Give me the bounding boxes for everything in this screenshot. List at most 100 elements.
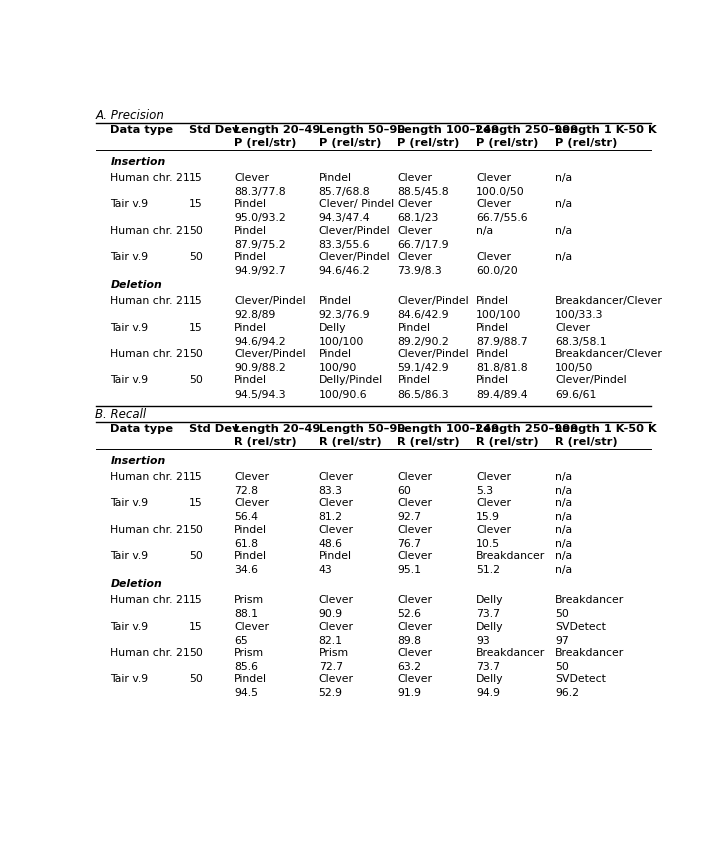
Text: Clever/ Pindel: Clever/ Pindel [319,199,393,209]
Text: Clever: Clever [476,498,511,508]
Text: SVDetect: SVDetect [555,621,605,632]
Text: 61.8: 61.8 [234,539,258,548]
Text: 48.6: 48.6 [319,539,343,548]
Text: 95.1: 95.1 [397,565,421,575]
Text: Pindel: Pindel [234,252,267,262]
Text: 15: 15 [189,322,203,333]
Text: n/a: n/a [555,173,572,183]
Text: R (rel/str): R (rel/str) [234,437,297,446]
Text: Deletion: Deletion [110,280,162,291]
Text: Clever: Clever [397,199,433,209]
Text: n/a: n/a [555,471,572,482]
Text: P (rel/str): P (rel/str) [476,138,539,147]
Text: 87.9/75.2: 87.9/75.2 [234,240,286,249]
Text: Clever: Clever [234,173,269,183]
Text: Prism: Prism [234,648,264,658]
Text: Prism: Prism [234,595,264,605]
Text: Length 100–249: Length 100–249 [397,424,499,434]
Text: Clever: Clever [397,173,433,183]
Text: Clever: Clever [319,595,354,605]
Text: 50: 50 [189,225,203,236]
Text: Clever: Clever [476,173,511,183]
Text: 94.3/47.4: 94.3/47.4 [319,213,370,224]
Text: Tair v.9: Tair v.9 [110,199,149,209]
Text: Human chr. 21: Human chr. 21 [110,225,190,236]
Text: Human chr. 21: Human chr. 21 [110,173,190,183]
Text: 88.5/45.8: 88.5/45.8 [397,187,449,197]
Text: Clever: Clever [476,524,511,535]
Text: 65: 65 [234,636,248,645]
Text: 85.7/68.8: 85.7/68.8 [319,187,370,197]
Text: Delly: Delly [476,621,504,632]
Text: Pindel: Pindel [234,551,267,560]
Text: 68.1/23: 68.1/23 [397,213,439,224]
Text: 95.0/93.2: 95.0/93.2 [234,213,286,224]
Text: Breakdancer: Breakdancer [476,648,545,658]
Text: Clever: Clever [319,674,354,684]
Text: Clever: Clever [234,471,269,482]
Text: 76.7: 76.7 [397,539,421,548]
Text: 63.2: 63.2 [397,662,421,672]
Text: n/a: n/a [555,498,572,508]
Text: n/a: n/a [555,486,572,496]
Text: Clever/Pindel: Clever/Pindel [319,225,391,236]
Text: A. Precision: A. Precision [95,109,164,122]
Text: Clever: Clever [397,252,433,262]
Text: n/a: n/a [555,539,572,548]
Text: Pindel: Pindel [234,674,267,684]
Text: 50: 50 [189,674,203,684]
Text: Insertion: Insertion [110,456,166,466]
Text: 94.5/94.3: 94.5/94.3 [234,390,286,399]
Text: Pindel: Pindel [397,322,431,333]
Text: 50: 50 [189,252,203,262]
Text: Human chr. 21: Human chr. 21 [110,648,190,658]
Text: B. Recall: B. Recall [95,408,147,421]
Text: Breakdancer/Clever: Breakdancer/Clever [555,297,663,306]
Text: 92.3/76.9: 92.3/76.9 [319,310,370,321]
Text: 50: 50 [189,349,203,359]
Text: n/a: n/a [555,252,572,262]
Text: Breakdancer: Breakdancer [476,551,545,560]
Text: 15: 15 [189,199,203,209]
Text: n/a: n/a [555,524,572,535]
Text: R (rel/str): R (rel/str) [397,437,460,446]
Text: 91.9: 91.9 [397,688,421,698]
Text: P (rel/str): P (rel/str) [397,138,460,147]
Text: 68.3/58.1: 68.3/58.1 [555,337,606,347]
Text: Clever: Clever [397,225,433,236]
Text: 15: 15 [189,595,203,605]
Text: 50: 50 [189,551,203,560]
Text: Clever: Clever [397,498,433,508]
Text: Pindel: Pindel [476,297,509,306]
Text: Length 20–49: Length 20–49 [234,424,321,434]
Text: 51.2: 51.2 [476,565,500,575]
Text: Std Dev: Std Dev [189,424,240,434]
Text: 73.7: 73.7 [476,662,500,672]
Text: P (rel/str): P (rel/str) [319,138,381,147]
Text: Pindel: Pindel [319,551,351,560]
Text: Tair v.9: Tair v.9 [110,551,149,560]
Text: 97: 97 [555,636,568,645]
Text: Pindel: Pindel [397,375,431,386]
Text: 56.4: 56.4 [234,512,258,522]
Text: Delly: Delly [476,674,504,684]
Text: 52.9: 52.9 [319,688,343,698]
Text: 15: 15 [189,621,203,632]
Text: Clever/Pindel: Clever/Pindel [555,375,627,386]
Text: Clever: Clever [397,524,433,535]
Text: Pindel: Pindel [234,199,267,209]
Text: Data type: Data type [110,125,174,135]
Text: n/a: n/a [555,225,572,236]
Text: Length 250–999: Length 250–999 [476,125,579,135]
Text: Pindel: Pindel [476,375,509,386]
Text: 59.1/42.9: 59.1/42.9 [397,363,449,373]
Text: Clever/Pindel: Clever/Pindel [234,297,306,306]
Text: Human chr. 21: Human chr. 21 [110,595,190,605]
Text: Clever/Pindel: Clever/Pindel [397,349,469,359]
Text: Clever/Pindel: Clever/Pindel [234,349,306,359]
Text: Clever: Clever [397,471,433,482]
Text: Clever: Clever [234,621,269,632]
Text: Length 1 K-50 K: Length 1 K-50 K [555,424,657,434]
Text: 10.5: 10.5 [476,539,500,548]
Text: Insertion: Insertion [110,157,166,167]
